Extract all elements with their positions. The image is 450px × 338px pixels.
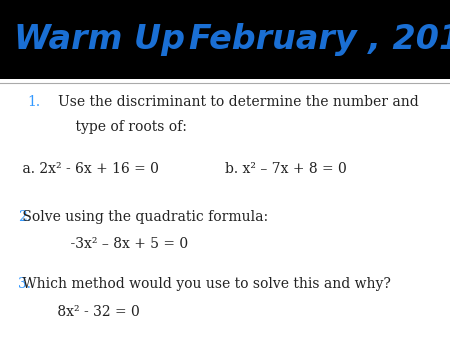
- Text: 2.: 2.: [18, 210, 31, 223]
- Text: Use the discriminant to determine the number and: Use the discriminant to determine the nu…: [58, 95, 419, 108]
- Text: type of roots of:: type of roots of:: [58, 120, 187, 134]
- Text: 3.: 3.: [18, 277, 31, 291]
- Text: a. 2x² - 6x + 16 = 0: a. 2x² - 6x + 16 = 0: [18, 162, 159, 176]
- Text: February , 2014: February , 2014: [189, 23, 450, 56]
- Text: 8x² - 32 = 0: 8x² - 32 = 0: [18, 305, 140, 319]
- Text: -3x² – 8x + 5 = 0: -3x² – 8x + 5 = 0: [18, 237, 188, 251]
- Text: Which method would you use to solve this and why?: Which method would you use to solve this…: [18, 277, 391, 291]
- Text: Solve using the quadratic formula:: Solve using the quadratic formula:: [18, 210, 268, 223]
- Bar: [0, 0, 450, 79]
- Text: Warm Up: Warm Up: [14, 23, 184, 56]
- Text: b. x² – 7x + 8 = 0: b. x² – 7x + 8 = 0: [225, 162, 347, 176]
- Text: 1.: 1.: [27, 95, 40, 108]
